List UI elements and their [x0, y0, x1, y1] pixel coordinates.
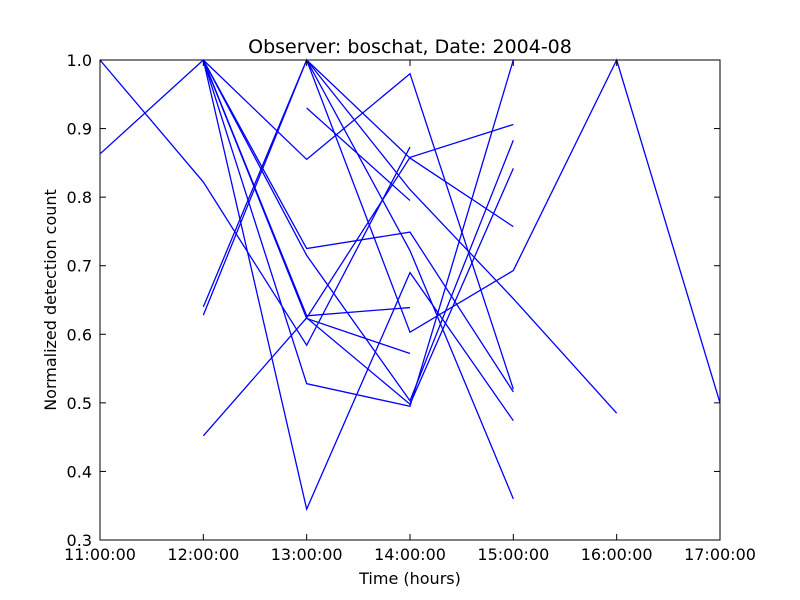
series-line-14	[306, 59, 618, 414]
y-tick-label: 0.7	[67, 257, 92, 276]
ticks-layer: 11:00:00 12:00:00 13:00:00 14:00:00 15:00:00…	[64, 51, 756, 564]
y-axis-title: Normalized detection count	[41, 189, 60, 411]
y-tick-label: 0.6	[67, 325, 92, 344]
y-tick-label: 0.9	[67, 120, 92, 139]
series-line-13	[306, 107, 411, 202]
series-line-12	[202, 123, 514, 437]
series-line-10	[202, 58, 514, 500]
series-line-9	[202, 59, 514, 390]
y-tick-label: 0.4	[67, 462, 92, 481]
series-line-1	[99, 59, 411, 347]
series-line-15	[306, 59, 514, 228]
x-tick-label: 16:00:00	[581, 545, 653, 564]
series-line-7	[202, 59, 514, 512]
x-tick-label: 12:00:00	[167, 545, 239, 564]
y-tick-label: 0.3	[67, 531, 92, 550]
y-tick-label: 0.8	[67, 188, 92, 207]
plot-area	[99, 59, 721, 541]
y-tick-label: 0.5	[67, 394, 92, 413]
chart-title: Observer: boschat, Date: 2004-08	[248, 36, 572, 58]
x-tick-label: 14:00:00	[374, 545, 446, 564]
series-layer	[99, 58, 721, 512]
x-axis-title: Time (hours)	[358, 569, 461, 588]
x-tick-label: 13:00:00	[271, 545, 343, 564]
series-line-3	[202, 59, 514, 403]
series-line-4	[202, 59, 514, 393]
y-tick-label: 1.0	[67, 51, 92, 70]
x-tick-label: 17:00:00	[684, 545, 756, 564]
x-tick-label: 11:00:00	[64, 545, 136, 564]
x-tick-label: 15:00:00	[477, 545, 549, 564]
series-line-11	[202, 58, 721, 404]
